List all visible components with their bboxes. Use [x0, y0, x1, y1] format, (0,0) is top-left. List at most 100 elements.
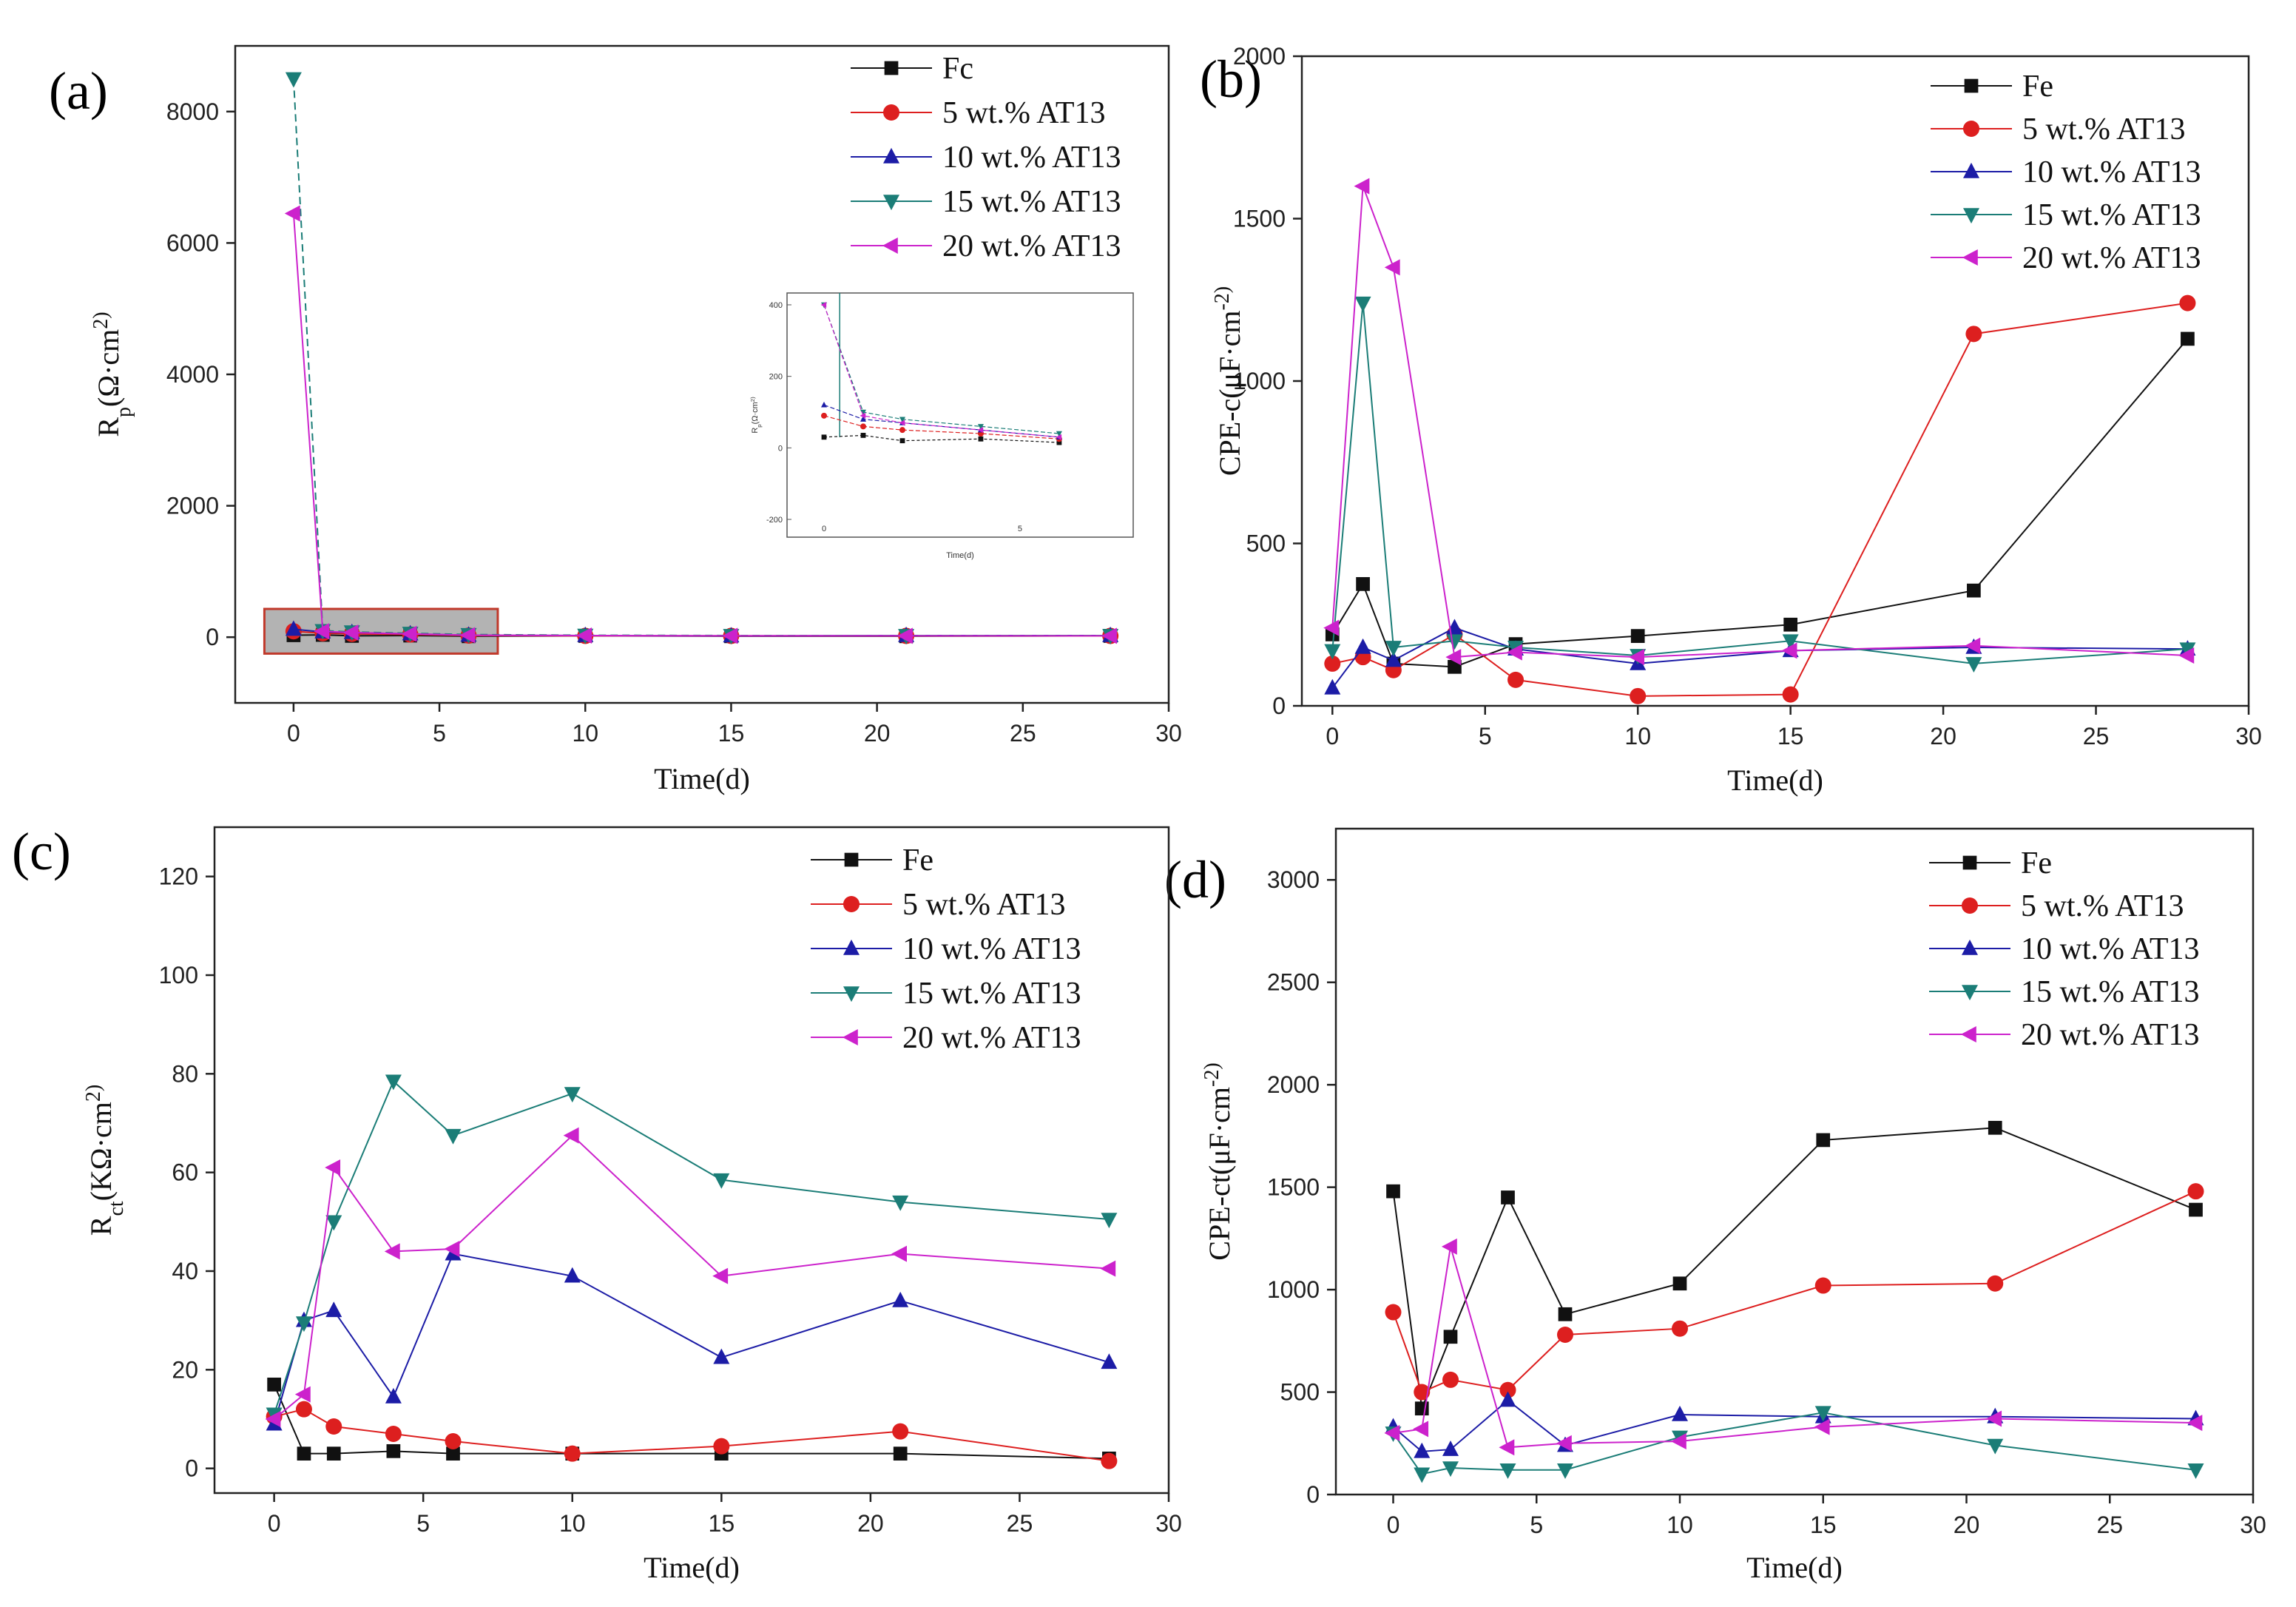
legend-marker — [1963, 121, 1979, 137]
x-tick-label: 30 — [1155, 1510, 1182, 1537]
x-tick-label: 10 — [572, 720, 598, 747]
legend-marker — [843, 986, 860, 1003]
data-point — [1672, 1320, 1688, 1337]
data-point — [892, 1195, 909, 1211]
legend-marker — [884, 61, 899, 75]
x-axis-title: Time(d) — [1727, 764, 1823, 797]
y-tick-label: 2000 — [1267, 1071, 1320, 1098]
data-point — [1499, 1439, 1515, 1456]
plot-frame-d — [1334, 827, 2255, 1496]
data-point — [1442, 1461, 1459, 1478]
data-point — [1965, 326, 1982, 343]
legend-label: Fc — [942, 52, 973, 86]
inset-point — [820, 302, 827, 308]
x-tick-label: 10 — [1667, 1512, 1693, 1538]
x-tick-label: 0 — [1326, 723, 1339, 749]
data-point — [1442, 1371, 1459, 1388]
y-tick-label: 2500 — [1267, 969, 1320, 996]
inset-point — [1056, 434, 1062, 440]
data-point — [1414, 1401, 1429, 1416]
legend-label: 15 wt.% AT13 — [2021, 975, 2200, 1009]
y-tick-label: 0 — [185, 1455, 198, 1482]
x-tick-label: 20 — [864, 720, 891, 747]
x-tick-label: 5 — [433, 720, 446, 747]
y-tick-label: 500 — [1280, 1379, 1320, 1406]
panel-letter-c: (c) — [12, 822, 71, 881]
y-axis-title: CPE-ct(μF·cm-2) — [1201, 1062, 1237, 1260]
legend-label: 15 wt.% AT13 — [902, 977, 1081, 1011]
x-tick-label: 15 — [709, 1510, 735, 1537]
data-point — [1324, 655, 1341, 672]
data-point — [1558, 1307, 1573, 1321]
series-line-20 — [273, 1134, 1110, 1420]
data-point — [285, 620, 302, 636]
data-point — [1354, 296, 1371, 312]
data-point — [1499, 1463, 1516, 1479]
data-point — [1414, 1467, 1431, 1483]
data-point — [1324, 644, 1341, 660]
data-point — [386, 1443, 401, 1458]
data-point — [2179, 294, 2196, 311]
data-point — [1385, 651, 1402, 667]
data-point — [1506, 644, 1522, 661]
data-point — [1442, 1440, 1459, 1456]
x-tick-label: 5 — [1479, 723, 1492, 749]
data-point — [295, 1316, 312, 1333]
data-point — [892, 1291, 909, 1307]
data-point — [1557, 1463, 1573, 1479]
data-point — [897, 627, 913, 644]
data-point — [385, 1426, 402, 1442]
inset-y-label: 400 — [769, 301, 783, 310]
legend-marker — [1962, 897, 1978, 914]
legend-label: 5 wt.% AT13 — [2021, 889, 2184, 923]
legend-label: Fe — [2021, 846, 2052, 880]
data-point — [1781, 642, 1797, 659]
legend-label: Fe — [902, 843, 933, 877]
x-axis-title: Time(d) — [644, 1551, 740, 1584]
series-20 — [265, 1127, 1116, 1427]
x-axis-title: Time(d) — [654, 762, 750, 795]
legend-marker — [882, 237, 898, 254]
legend-a: Fc 5 wt.% AT13 10 wt.% AT13 15 wt.% AT13 20 … — [851, 52, 1121, 263]
data-point — [385, 1387, 402, 1404]
data-point — [1987, 1275, 2004, 1292]
data-point — [2178, 647, 2195, 664]
data-point — [445, 1128, 462, 1145]
data-point — [1385, 1304, 1402, 1321]
legend-label: 20 wt.% AT13 — [942, 229, 1121, 263]
data-point — [576, 627, 592, 644]
data-point — [1101, 1213, 1118, 1229]
data-point — [1384, 259, 1400, 276]
data-point — [446, 1446, 460, 1461]
data-point — [891, 1245, 907, 1262]
data-point — [284, 205, 300, 222]
panel-letter-b: (b) — [1200, 50, 1262, 109]
chart-d: 0 5 10 15 20 25 30 0 500 1000 1500 2000 2500 3000 Time… — [1201, 827, 2266, 1584]
plot-frame-b — [1300, 55, 2250, 707]
data-point — [1814, 1406, 1831, 1422]
data-point — [314, 623, 330, 640]
inset-point — [821, 412, 827, 419]
data-point — [1101, 627, 1117, 644]
y-tick-label: 0 — [1272, 693, 1286, 719]
y-tick-label: 6000 — [166, 229, 219, 256]
data-point — [1324, 678, 1341, 695]
data-point — [1670, 1433, 1686, 1449]
data-point — [1630, 629, 1645, 643]
y-tick-label: 4000 — [166, 361, 219, 388]
data-point — [1414, 1384, 1431, 1401]
inset-point — [860, 433, 866, 438]
legend-label: 10 wt.% AT13 — [902, 932, 1081, 966]
legend-label: 5 wt.% AT13 — [902, 888, 1066, 922]
x-tick-label: 30 — [1155, 720, 1182, 747]
legend-label: 5 wt.% AT13 — [2022, 112, 2186, 146]
legend-label: 10 wt.% AT13 — [2021, 932, 2200, 966]
data-point — [1782, 686, 1799, 703]
legend-marker — [1962, 939, 1978, 955]
x-tick-label: 25 — [2083, 723, 2110, 749]
y-tick-label: 1000 — [1267, 1276, 1320, 1303]
data-point — [713, 1438, 730, 1455]
data-point — [2189, 1202, 2203, 1217]
series-line-15 — [1331, 303, 2188, 664]
data-point — [1814, 1418, 1830, 1435]
